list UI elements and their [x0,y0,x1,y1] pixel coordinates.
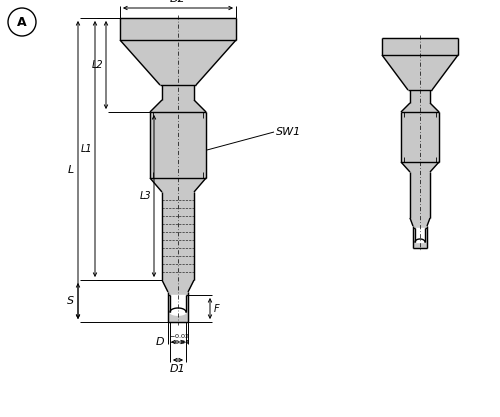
Text: D1: D1 [170,364,186,374]
Polygon shape [150,112,206,178]
Text: L3: L3 [140,191,151,201]
Text: S: S [67,296,74,306]
Polygon shape [162,85,194,100]
Polygon shape [382,55,458,90]
Polygon shape [410,218,430,226]
Polygon shape [162,280,194,292]
Text: L1: L1 [80,144,92,154]
Polygon shape [410,172,430,218]
Polygon shape [401,162,439,172]
Text: $^{-0.02}_{-0.04}$: $^{-0.02}_{-0.04}$ [169,332,190,347]
Polygon shape [170,295,186,312]
Text: F: F [214,304,220,314]
Polygon shape [120,18,236,40]
Polygon shape [120,40,236,85]
Polygon shape [168,292,188,322]
Text: L2: L2 [92,60,103,70]
Polygon shape [415,239,425,242]
Polygon shape [170,312,186,315]
Polygon shape [150,178,206,192]
Polygon shape [401,112,439,162]
Text: A: A [17,15,27,28]
Polygon shape [410,90,430,103]
Polygon shape [415,228,425,242]
Polygon shape [162,192,194,280]
Polygon shape [401,103,439,112]
Polygon shape [413,226,427,248]
Text: $D$: $D$ [155,335,165,347]
Text: SW1: SW1 [276,127,301,137]
Polygon shape [150,100,206,112]
Polygon shape [382,38,458,55]
Text: L: L [68,165,74,175]
Text: D2: D2 [170,0,186,4]
